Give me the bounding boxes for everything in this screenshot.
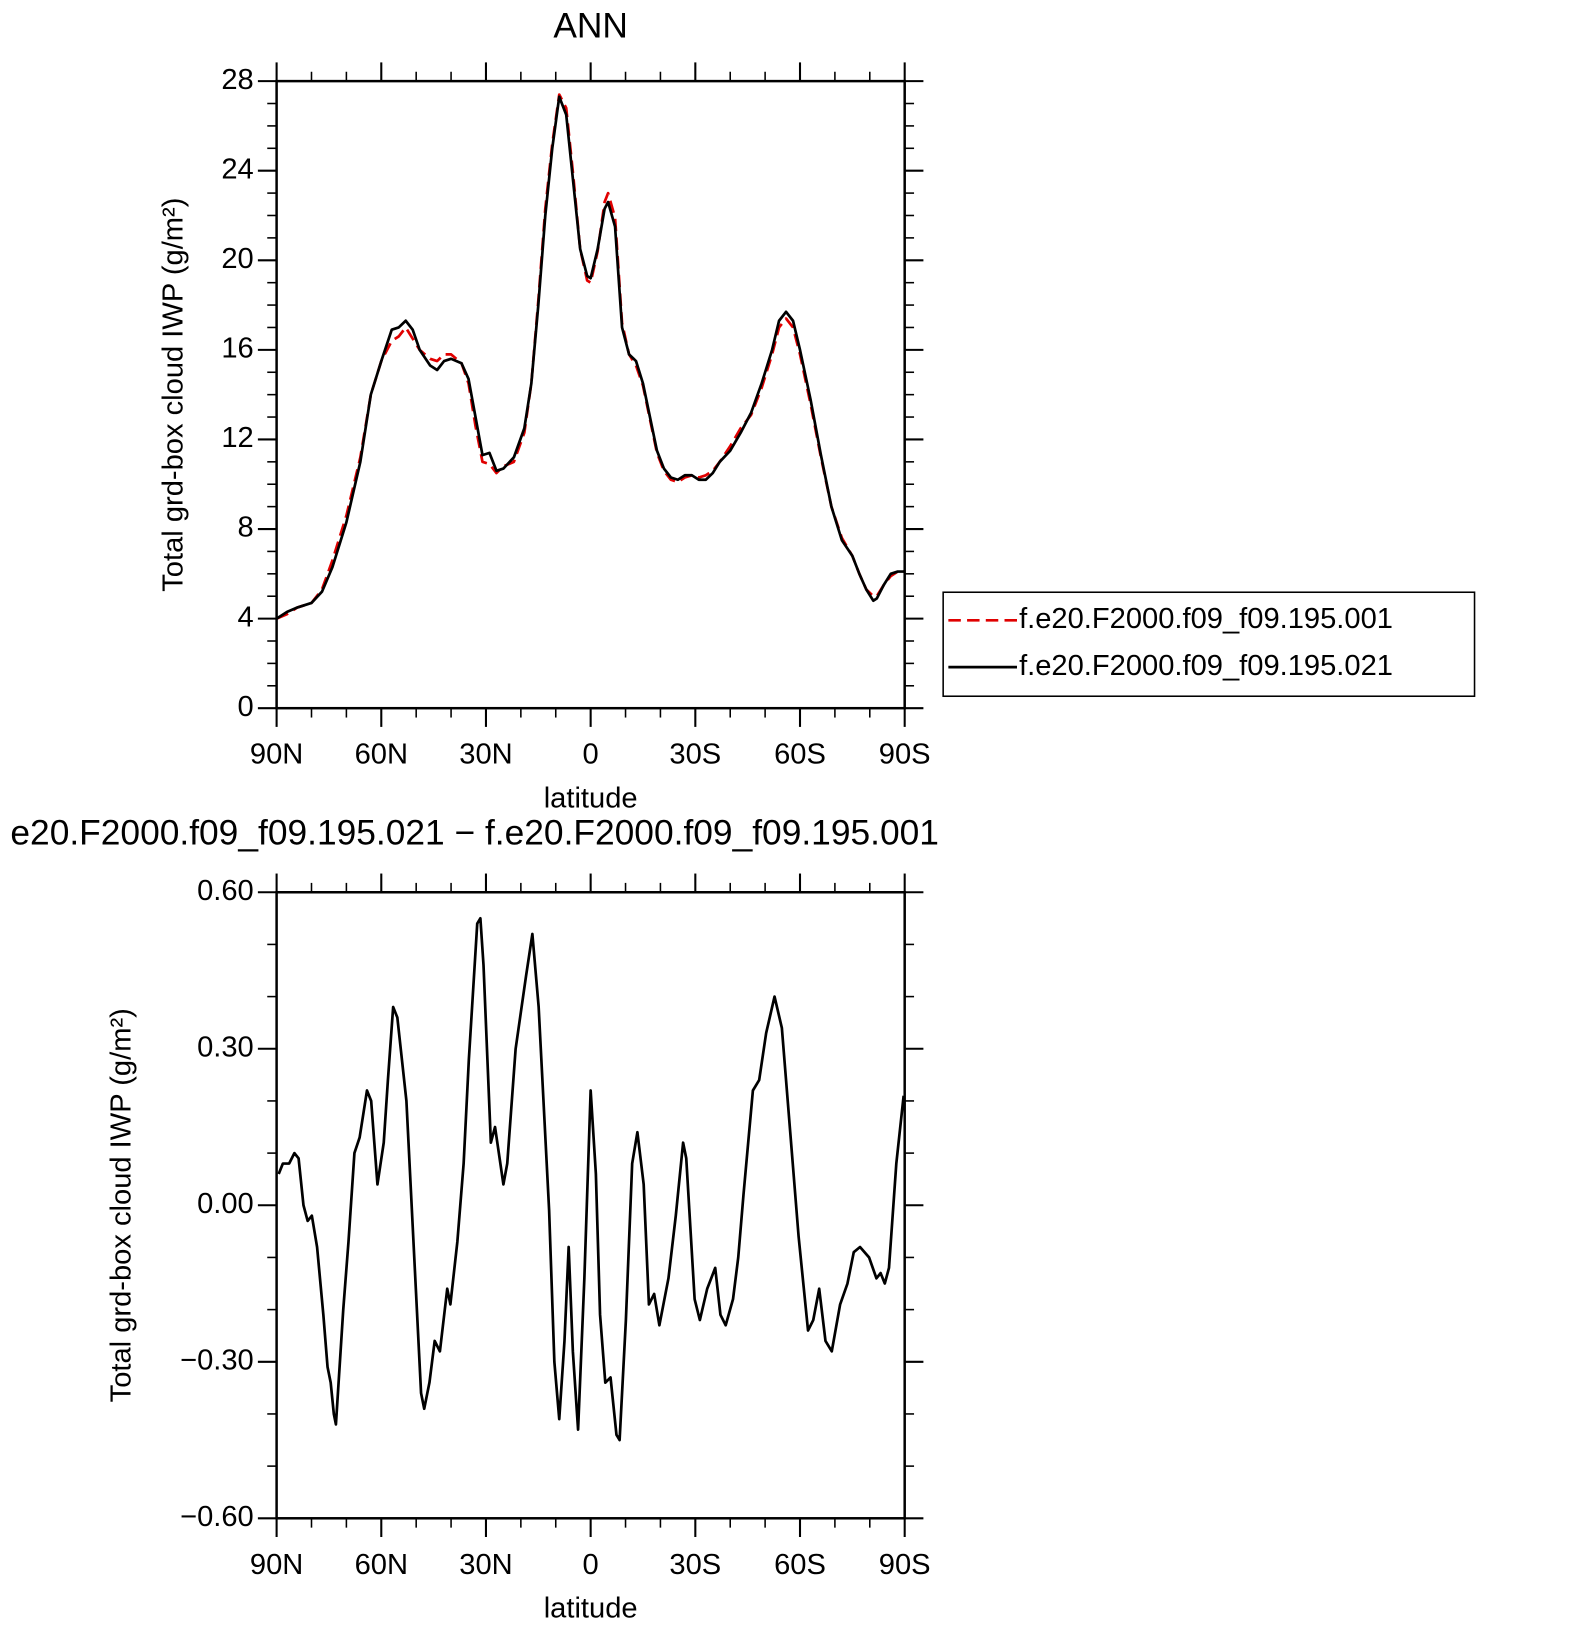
- legend-box: [942, 591, 1476, 698]
- y-tick-label: 20: [221, 243, 253, 275]
- x-tick-label: 60S: [774, 1549, 826, 1581]
- y-tick-label: 0.30: [197, 1031, 254, 1063]
- x-tick-label: 0: [583, 739, 599, 771]
- plot-frame: [275, 891, 906, 1520]
- x-tick-label: 30S: [669, 1549, 721, 1581]
- y-tick-label: 16: [221, 333, 253, 365]
- x-axis-label: latitude: [544, 1592, 638, 1624]
- x-tick-label: 90S: [879, 739, 931, 771]
- y-tick-label: 12: [221, 422, 253, 454]
- y-axis-label: Total grd-box cloud IWP (g/m²): [157, 198, 189, 592]
- x-tick-label: 0: [583, 1549, 599, 1581]
- y-axis-label: Total grd-box cloud IWP (g/m²): [105, 1008, 137, 1402]
- chart-title: ANN: [553, 6, 628, 45]
- x-tick-label: 30S: [669, 739, 721, 771]
- data-line: [277, 916, 905, 1442]
- y-tick-label: 4: [238, 601, 254, 633]
- y-tick-label: 8: [238, 512, 254, 544]
- y-tick-label: 28: [221, 64, 253, 96]
- x-tick-label: 30N: [459, 739, 512, 771]
- x-axis-label: latitude: [544, 782, 638, 814]
- x-tick-label: 90N: [250, 1549, 303, 1581]
- chart-title: e20.F2000.f09_f09.195.021 − f.e20.F2000.…: [10, 813, 939, 852]
- data-line: [275, 95, 905, 620]
- y-tick-label: 0: [238, 691, 254, 723]
- x-tick-label: 90S: [879, 1549, 931, 1581]
- x-tick-label: 60S: [774, 739, 826, 771]
- legend-label: f.e20.F2000.f09_f09.195.001: [1019, 603, 1393, 635]
- x-tick-label: 60N: [355, 739, 408, 771]
- x-tick-label: 30N: [459, 1549, 512, 1581]
- y-tick-label: −0.60: [180, 1501, 254, 1533]
- x-tick-label: 90N: [250, 739, 303, 771]
- y-tick-label: −0.30: [180, 1344, 254, 1376]
- x-tick-label: 60N: [355, 1549, 408, 1581]
- plot-frame: [275, 79, 906, 710]
- legend-label: f.e20.F2000.f09_f09.195.021: [1019, 650, 1393, 682]
- y-tick-label: 0.00: [197, 1188, 254, 1220]
- y-tick-label: 0.60: [197, 875, 254, 907]
- data-line: [276, 93, 905, 620]
- y-tick-label: 24: [221, 153, 253, 185]
